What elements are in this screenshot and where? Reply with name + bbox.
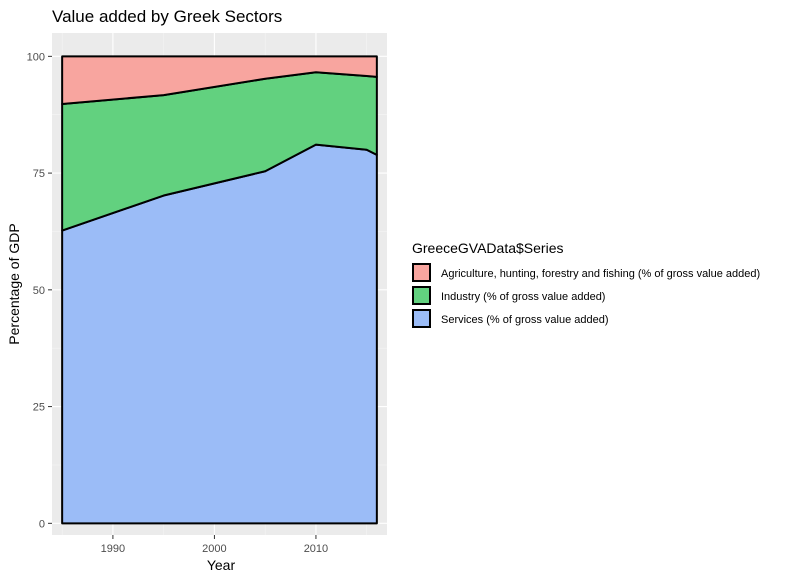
area-agriculture — [61, 55, 378, 105]
chart-title: Value added by Greek Sectors — [52, 7, 282, 26]
y-tick-label: 0 — [39, 518, 45, 530]
legend-key — [412, 286, 431, 305]
stacked-areas — [61, 55, 378, 525]
legend-label: Services (% of gross value added) — [441, 314, 609, 326]
y-tick-label: 25 — [33, 402, 45, 414]
y-tick-label: 100 — [27, 51, 45, 63]
x-tick-label: 1990 — [101, 543, 125, 555]
x-axis: 1990 2000 2010 — [101, 535, 328, 555]
legend: Agriculture, hunting, forestry and fishi… — [412, 263, 760, 328]
legend-label: Agriculture, hunting, forestry and fishi… — [441, 268, 760, 280]
x-tick-label: 2000 — [202, 543, 226, 555]
y-tick-label: 50 — [33, 285, 45, 297]
y-axis-title: Percentage of GDP — [6, 223, 22, 344]
x-axis-title: Year — [207, 557, 236, 573]
legend-key — [412, 309, 431, 328]
legend-title: GreeceGVAData$Series — [412, 240, 563, 256]
legend-label: Industry (% of gross value added) — [441, 291, 605, 303]
x-tick-label: 2010 — [304, 543, 328, 555]
y-axis: 0 25 50 75 100 — [27, 51, 52, 530]
legend-key — [412, 263, 431, 282]
y-tick-label: 75 — [33, 168, 45, 180]
